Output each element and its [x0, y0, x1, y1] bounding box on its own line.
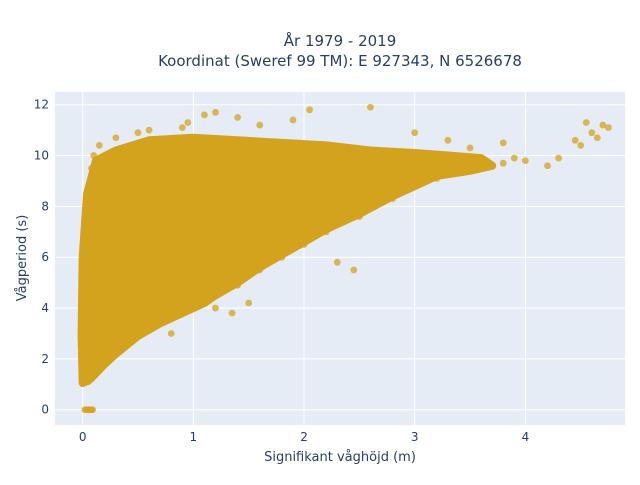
data-point [599, 121, 607, 129]
data-point [228, 309, 236, 317]
data-point [145, 126, 153, 134]
y-tick-label: 0 [41, 403, 49, 417]
y-tick-label: 2 [41, 352, 49, 366]
data-point [134, 330, 142, 337]
y-tick-label: 10 [34, 149, 49, 163]
data-point [212, 108, 219, 116]
data-point [466, 144, 474, 152]
data-point [521, 157, 529, 165]
data-point [245, 299, 253, 307]
y-axis-title: Vågperiod (s) [15, 215, 30, 302]
x-tick-label: 3 [411, 430, 419, 444]
data-point [184, 119, 192, 126]
data-point [588, 129, 596, 137]
data-point [582, 119, 590, 126]
data-points [81, 103, 612, 414]
data-point [333, 258, 341, 266]
data-point [499, 159, 507, 167]
data-point [322, 228, 330, 236]
data-point [95, 141, 103, 149]
data-point [555, 154, 562, 162]
data-point [477, 164, 485, 172]
data-point [212, 304, 219, 312]
data-point [90, 152, 98, 159]
data-point [577, 141, 585, 149]
data-point [178, 307, 186, 315]
data-point [389, 195, 396, 203]
data-point [256, 266, 264, 274]
data-point [289, 116, 297, 124]
data-point [112, 347, 120, 355]
y-tick-label: 6 [41, 250, 49, 264]
data-point [306, 106, 313, 114]
data-point [123, 337, 131, 345]
data-point [234, 281, 242, 289]
data-point [350, 266, 358, 274]
x-tick-label: 0 [79, 430, 87, 444]
x-tick-label: 4 [522, 430, 530, 444]
data-point [433, 175, 441, 182]
chart-title-line-1: År 1979 - 2019 [284, 31, 397, 50]
data-point [355, 213, 363, 220]
data-point [212, 291, 219, 299]
data-point [499, 139, 507, 147]
data-point [544, 162, 551, 170]
data-point [234, 114, 242, 121]
data-point [201, 297, 208, 304]
data-point [156, 317, 164, 325]
x-axis-title: Signifikant våghöjd (m) [264, 450, 416, 465]
data-point [300, 241, 308, 248]
y-tick-label: 12 [34, 98, 49, 112]
data-point [411, 182, 419, 190]
data-point [95, 365, 103, 373]
x-tick-label: 2 [300, 430, 308, 444]
data-point [571, 136, 579, 144]
data-density-cloud [77, 133, 497, 388]
data-point [89, 406, 97, 414]
data-point [201, 111, 208, 119]
x-tick-label: 1 [190, 430, 198, 444]
data-point [178, 124, 186, 131]
dense-data-region [77, 133, 497, 388]
y-tick-label: 8 [41, 199, 49, 213]
data-point [167, 330, 175, 337]
chart-title-line-2: Koordinat (Sweref 99 TM): E 927343, N 65… [158, 52, 522, 70]
data-point [510, 154, 518, 162]
data-point [256, 121, 264, 129]
data-point [112, 134, 120, 142]
data-point [88, 164, 95, 172]
data-point [593, 134, 601, 142]
data-point [278, 253, 286, 261]
data-point [444, 136, 452, 144]
data-point [411, 129, 419, 137]
data-point [367, 103, 374, 111]
data-point [88, 375, 95, 383]
data-point [455, 167, 463, 175]
y-tick-label: 4 [41, 301, 49, 315]
data-point [604, 124, 612, 131]
data-point [90, 370, 98, 378]
data-point [101, 358, 109, 365]
data-point [134, 129, 142, 137]
